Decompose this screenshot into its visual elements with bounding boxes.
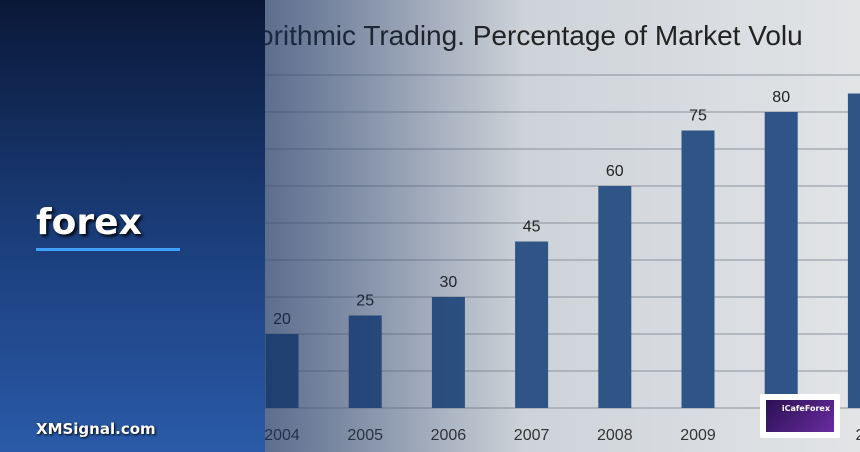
bar — [598, 186, 632, 408]
x-tick-label: 2008 — [597, 427, 633, 444]
x-tick-label: 2009 — [680, 427, 716, 444]
logo: iCafeForex — [760, 394, 840, 438]
value-label: 75 — [689, 108, 707, 125]
fade — [265, 0, 525, 452]
value-label: 80 — [772, 89, 790, 106]
x-tick-label: 20 — [856, 427, 860, 444]
side-panel — [0, 0, 265, 452]
bar — [681, 130, 715, 408]
value-label: 45 — [523, 219, 541, 236]
logo-text: iCafeForex — [766, 400, 834, 432]
bar — [764, 112, 798, 408]
underline — [36, 248, 180, 251]
value-label: 60 — [606, 163, 624, 180]
bar — [847, 93, 860, 408]
site-name: XMSignal.com — [36, 420, 156, 438]
heading: forex — [36, 202, 142, 243]
